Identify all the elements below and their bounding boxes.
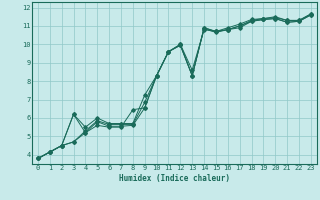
X-axis label: Humidex (Indice chaleur): Humidex (Indice chaleur) [119, 174, 230, 183]
